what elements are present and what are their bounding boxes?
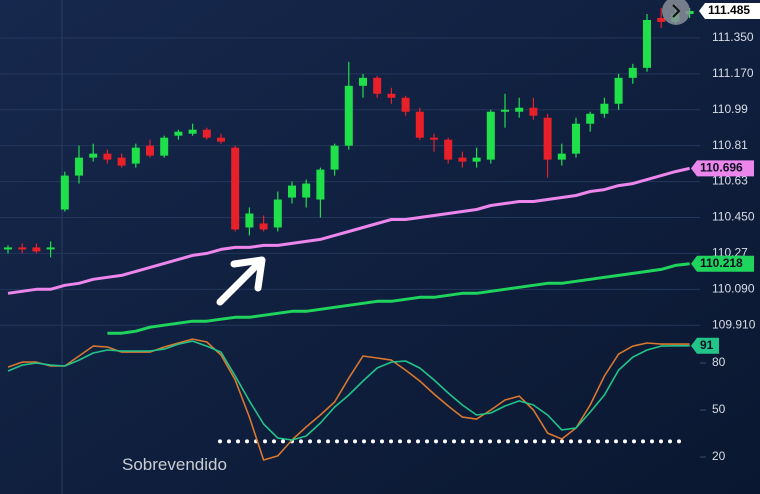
candle-body — [344, 85, 353, 146]
y-tick-label: 110.63 — [712, 174, 748, 188]
candle-body — [529, 107, 538, 116]
candle-body — [4, 247, 12, 250]
candle-body — [273, 199, 282, 228]
candle-body — [188, 129, 197, 134]
candle-body — [32, 247, 41, 252]
candle-body — [217, 137, 225, 142]
value-tag — [699, 2, 760, 19]
candle-body — [628, 67, 637, 78]
candle-body — [75, 157, 83, 176]
y-tick-label: 50 — [712, 402, 726, 416]
annotation: Sobrevendido — [122, 455, 227, 474]
y-tick-label: 80 — [712, 355, 726, 369]
candle-body — [430, 137, 438, 140]
y-tick-label: 109.910 — [712, 317, 756, 331]
line — [107, 262, 690, 335]
y-tick-label: 110.99 — [712, 102, 748, 116]
candle-body — [458, 157, 467, 162]
candle-body — [117, 157, 126, 166]
candle-body — [657, 17, 666, 22]
value-tag — [691, 337, 719, 354]
y-tick-label: 110.090 — [712, 281, 755, 295]
candle-body — [501, 109, 509, 112]
line — [7, 340, 690, 441]
candle-body — [373, 77, 382, 94]
candle-body — [557, 153, 566, 160]
candle-body — [245, 213, 254, 228]
candle-body — [486, 111, 495, 160]
candle-body — [131, 147, 140, 164]
candle-body — [600, 103, 609, 114]
y-tick-label: 111.350 — [712, 30, 754, 44]
candle-body — [146, 145, 154, 156]
value-label: 110.696 — [700, 161, 743, 175]
candle-body — [160, 137, 169, 156]
line — [7, 166, 690, 295]
candle-body — [472, 157, 481, 162]
candle-body — [288, 185, 296, 198]
value-label: 91 — [700, 338, 714, 352]
candle-body — [387, 93, 396, 98]
candle-body — [202, 129, 211, 138]
y-tick-label: 111.170 — [712, 66, 754, 80]
candle-body — [543, 117, 552, 160]
y-tick-label: 110.450 — [712, 210, 755, 224]
candle-body — [259, 223, 268, 230]
y-tick-label: 110.81 — [712, 138, 748, 152]
y-tick-label: 20 — [712, 449, 726, 463]
candle-body — [316, 169, 325, 200]
candle-body — [444, 139, 453, 160]
arrow — [216, 256, 266, 306]
candle-body — [60, 175, 69, 210]
plot-layer: 111.350 111.170 110.99 110.81 110.63 110.450 1… — [0, 2, 760, 474]
candle-body — [330, 145, 339, 170]
candle-body — [401, 97, 410, 112]
candle-body — [415, 111, 424, 138]
value-tag — [691, 160, 754, 177]
candle-body — [46, 247, 55, 250]
candle-body — [103, 153, 112, 160]
next-button[interactable] — [662, 0, 690, 25]
candle-body — [643, 19, 651, 68]
value-label: 110.218 — [700, 256, 743, 270]
candle-body — [18, 247, 27, 250]
candle-body — [174, 131, 183, 136]
candle-body — [572, 123, 580, 154]
candle-body — [231, 147, 240, 230]
candle-body — [302, 183, 311, 198]
value-tag — [691, 255, 754, 272]
candle-body — [614, 77, 623, 104]
candle-body — [586, 113, 595, 124]
value-label: 111.485 — [708, 3, 750, 17]
candle-body — [515, 107, 524, 112]
candle-body — [89, 153, 98, 158]
candle-body — [359, 77, 367, 86]
